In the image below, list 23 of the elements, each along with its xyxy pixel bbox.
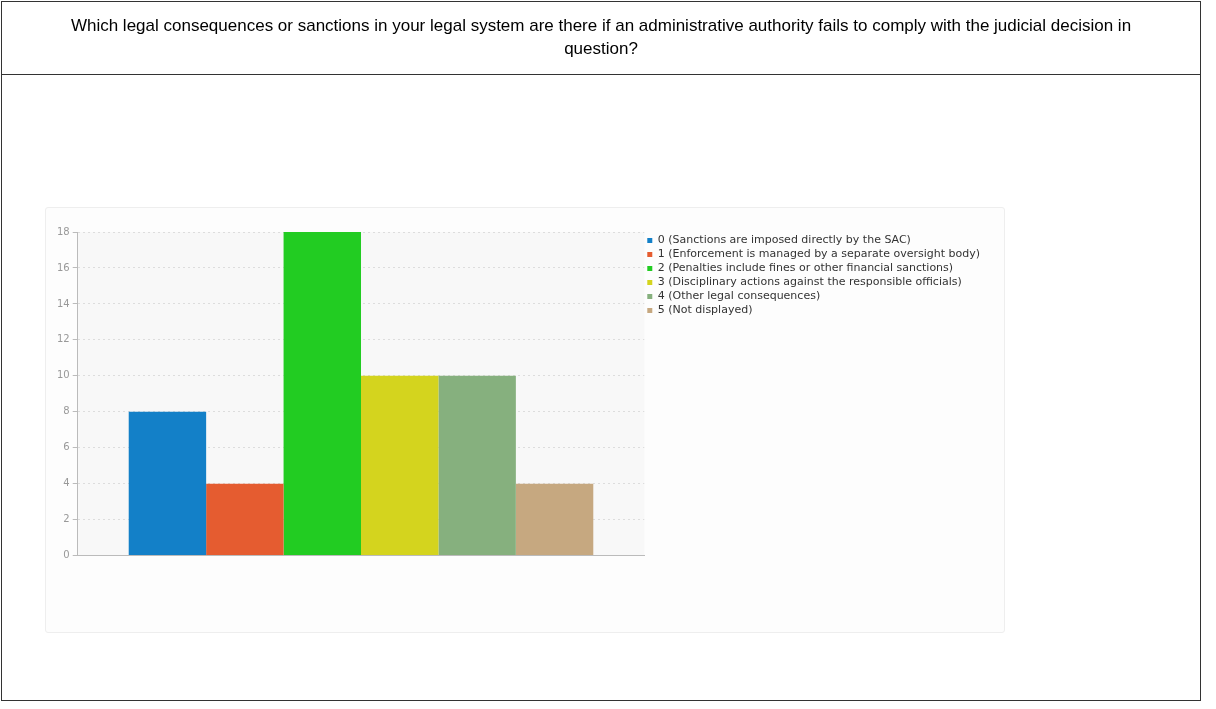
y-tick-label: 14 — [56, 297, 70, 309]
y-tick-label: 6 — [63, 441, 70, 453]
y-tick-label: 2 — [63, 513, 70, 525]
chart-title: Which legal consequences or sanctions in your legal system are there if an administrative authority fails to comply with the judicial decision in question? — [2, 2, 1200, 75]
y-tick-label: 18 — [56, 225, 70, 237]
bar — [128, 411, 207, 556]
y-tick-label: 8 — [63, 405, 70, 417]
y-tick-label: 10 — [56, 369, 70, 381]
bar — [283, 232, 361, 556]
legend-label: 0 (Sanctions are imposed directly by the SAC) — [657, 233, 911, 247]
bar — [438, 375, 516, 556]
legend-label: 3 (Disciplinary actions against the responsible officials) — [657, 275, 962, 289]
bar — [206, 483, 284, 556]
legend-label: 4 (Other legal consequences) — [657, 289, 821, 303]
bar — [361, 375, 439, 556]
y-tick-label: 0 — [63, 549, 70, 561]
bar — [515, 483, 594, 556]
legend-label: 2 (Penalties include fines or other financial sanctions) — [657, 261, 954, 275]
legend-label: 1 (Enforcement is managed by a separate oversight body) — [657, 247, 980, 261]
y-tick-label: 12 — [56, 333, 70, 345]
legend-label: 5 (Not displayed) — [657, 303, 753, 317]
y-tick-label: 16 — [56, 261, 70, 273]
y-tick-label: 4 — [63, 477, 70, 489]
